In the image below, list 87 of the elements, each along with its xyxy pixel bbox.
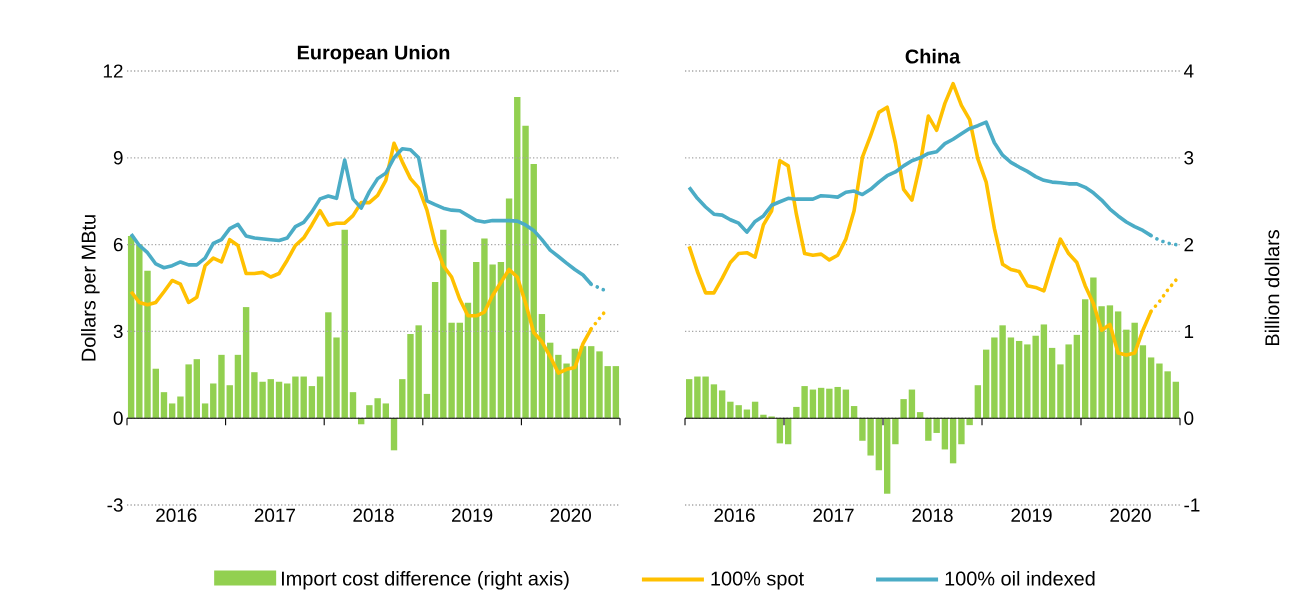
x-tick-label: 2018 bbox=[912, 508, 953, 522]
bar bbox=[751, 401, 759, 419]
y2-axis-title: Billion dollars bbox=[1264, 230, 1280, 346]
y2-tick-label: 2 bbox=[1184, 237, 1194, 252]
bar bbox=[612, 366, 620, 419]
bar bbox=[382, 403, 390, 419]
y-tick-label: 0 bbox=[113, 411, 123, 425]
bar bbox=[588, 346, 595, 419]
bar bbox=[718, 390, 726, 419]
bar bbox=[218, 354, 225, 419]
bar bbox=[316, 376, 324, 419]
bar bbox=[349, 392, 357, 419]
bar bbox=[908, 389, 916, 419]
y2-tick-label: -1 bbox=[1184, 498, 1200, 512]
legend-label: Import cost difference (right axis) bbox=[282, 570, 569, 590]
bar bbox=[1139, 345, 1147, 419]
y2-tick-label: 4 bbox=[1183, 64, 1194, 78]
bar bbox=[242, 307, 250, 419]
y-tick-label: 12 bbox=[103, 64, 123, 78]
bar bbox=[685, 379, 693, 419]
y2-tick-label: 3 bbox=[1184, 151, 1194, 165]
bar bbox=[431, 281, 439, 419]
bar bbox=[127, 235, 135, 419]
bar bbox=[399, 379, 406, 419]
bar bbox=[949, 418, 957, 464]
bar bbox=[193, 359, 201, 419]
x-tick-label: 2017 bbox=[254, 508, 295, 522]
y2-tick-label: 0 bbox=[1184, 411, 1194, 425]
bar bbox=[817, 387, 825, 419]
bar bbox=[514, 97, 521, 419]
bar bbox=[1048, 347, 1056, 419]
bar bbox=[226, 385, 233, 419]
chart-title: China bbox=[905, 48, 961, 64]
bar bbox=[916, 412, 924, 419]
bar bbox=[168, 403, 176, 419]
bar bbox=[1172, 381, 1180, 419]
y-tick-label: 9 bbox=[113, 151, 123, 165]
x-tick-label: 2017 bbox=[813, 508, 854, 522]
bar bbox=[710, 384, 718, 419]
x-tick-label: 2020 bbox=[550, 508, 591, 522]
bar bbox=[522, 125, 529, 419]
x-tick-label: 2019 bbox=[452, 508, 493, 522]
bar bbox=[284, 383, 291, 419]
bar bbox=[275, 381, 283, 419]
bar bbox=[267, 379, 274, 419]
legend-label: 100% spot bbox=[711, 571, 804, 590]
y-tick-label: 3 bbox=[113, 324, 123, 339]
bar bbox=[1081, 299, 1089, 419]
bar bbox=[423, 393, 431, 419]
bar bbox=[152, 368, 159, 419]
y-tick-label: 6 bbox=[113, 237, 123, 252]
bar bbox=[883, 418, 891, 494]
bar bbox=[1007, 337, 1015, 419]
bar bbox=[809, 389, 817, 419]
legend-label: 100% oil indexed bbox=[945, 570, 1095, 586]
bar bbox=[160, 392, 168, 419]
bar bbox=[1040, 324, 1048, 419]
bar bbox=[201, 403, 209, 419]
x-tick-label: 2020 bbox=[1110, 508, 1151, 522]
bar bbox=[982, 349, 990, 419]
y-axis-title: Dollars per MBtu bbox=[81, 215, 100, 361]
bar bbox=[1073, 334, 1081, 419]
x-tick-label: 2019 bbox=[1011, 508, 1052, 522]
bar bbox=[941, 418, 949, 450]
x-tick-label: 2018 bbox=[353, 508, 394, 522]
x-tick-label: 2016 bbox=[714, 508, 755, 522]
bar bbox=[390, 418, 398, 451]
bar bbox=[473, 261, 480, 419]
bar bbox=[850, 406, 858, 419]
bar bbox=[234, 354, 242, 419]
y-tick-label: -3 bbox=[107, 498, 123, 512]
bar bbox=[784, 418, 792, 445]
bar bbox=[1015, 340, 1023, 419]
bar bbox=[341, 229, 348, 419]
bar bbox=[900, 399, 907, 419]
bar bbox=[974, 385, 982, 419]
bar bbox=[456, 322, 463, 419]
bar bbox=[1147, 357, 1155, 419]
chart-title: European Union bbox=[297, 44, 450, 64]
y2-tick-label: 1 bbox=[1184, 324, 1194, 338]
bar bbox=[505, 198, 513, 419]
bar bbox=[875, 418, 883, 471]
x-tick-label: 2016 bbox=[156, 508, 197, 522]
bar bbox=[892, 418, 899, 445]
bar bbox=[210, 383, 217, 419]
bar bbox=[842, 389, 850, 419]
bar bbox=[308, 386, 316, 419]
